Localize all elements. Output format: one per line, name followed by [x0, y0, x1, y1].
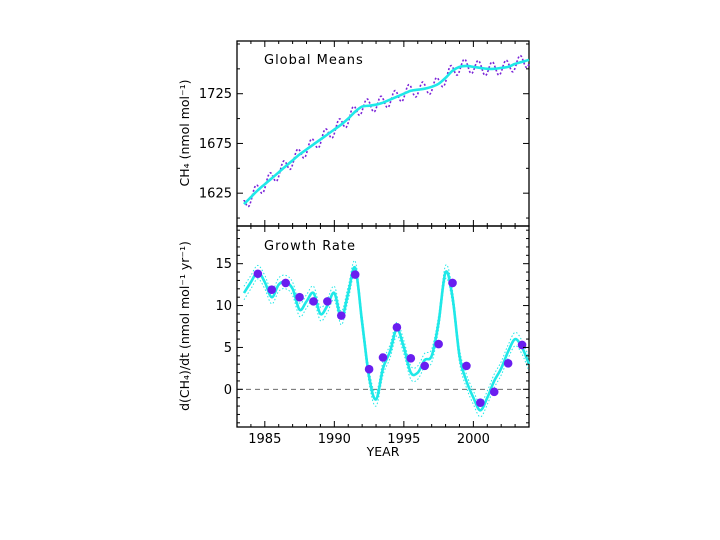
y-tick-label: 1625: [199, 187, 232, 202]
annual-mean-point: [336, 311, 346, 320]
annual-mean-point: [420, 361, 430, 371]
annual-mean-point: [350, 270, 360, 279]
annual-mean-point: [281, 278, 290, 288]
x-tick-label: 2000: [457, 432, 490, 447]
annual-mean-point: [503, 359, 513, 368]
global-means-panel: 1625 1675 1725 Global Means CH₄ (nmol mol⁻…: [177, 40, 530, 227]
annual-mean-point: [364, 364, 374, 374]
monthly-means-series: [243, 54, 530, 208]
x-tick-label: 1985: [248, 432, 281, 447]
global-means-plot-area: [243, 54, 530, 208]
annual-mean-point: [434, 339, 443, 349]
y-tick-label: 1675: [199, 137, 232, 152]
annual-mean-point: [448, 278, 457, 288]
x-tick-label: 1990: [318, 432, 351, 447]
x-axis-label: YEAR: [366, 444, 400, 459]
growth-rate-panel: 0 5 10 15 1985 1990 1995 2000 Growth Rate d(CH₄…: [177, 225, 531, 459]
global-means-title: Global Means: [264, 53, 364, 68]
x-tick-label: 1995: [387, 432, 420, 447]
annual-mean-point: [295, 292, 304, 302]
trend-series-line: [243, 58, 530, 206]
growth-rate-y-axis-label: d(CH₄)/dt (nmol mol⁻¹ yr⁻¹): [177, 241, 192, 411]
global-means-axes: 1625 1675 1725: [199, 41, 530, 226]
annual-mean-point: [489, 387, 499, 397]
growth-rate-title: Growth Rate: [264, 239, 356, 254]
annual-mean-point: [323, 297, 332, 306]
growth-rate-lower-bound: [243, 273, 530, 418]
annual-mean-point: [378, 353, 388, 362]
annual-mean-point: [392, 323, 402, 332]
annual-mean-point: [476, 398, 485, 408]
growth-rate-plot-area: [242, 260, 531, 418]
annual-mean-point: [406, 354, 416, 363]
growth-rate-axes: 0 5 10 15 1985 1990 1995 2000: [215, 226, 530, 447]
growth-rate-frame: [236, 225, 530, 428]
annual-mean-point: [309, 297, 318, 306]
annual-mean-point: [462, 361, 471, 371]
annual-mean-point: [253, 269, 263, 279]
y-tick-label: 1725: [199, 87, 232, 102]
y-tick-label: 10: [215, 299, 232, 314]
y-tick-label: 5: [224, 341, 232, 356]
y-tick-label: 15: [215, 257, 232, 272]
annual-mean-point: [267, 285, 277, 294]
global-means-y-axis-label: CH₄ (nmol mol⁻¹): [177, 80, 192, 187]
y-tick-label: 0: [224, 383, 232, 398]
